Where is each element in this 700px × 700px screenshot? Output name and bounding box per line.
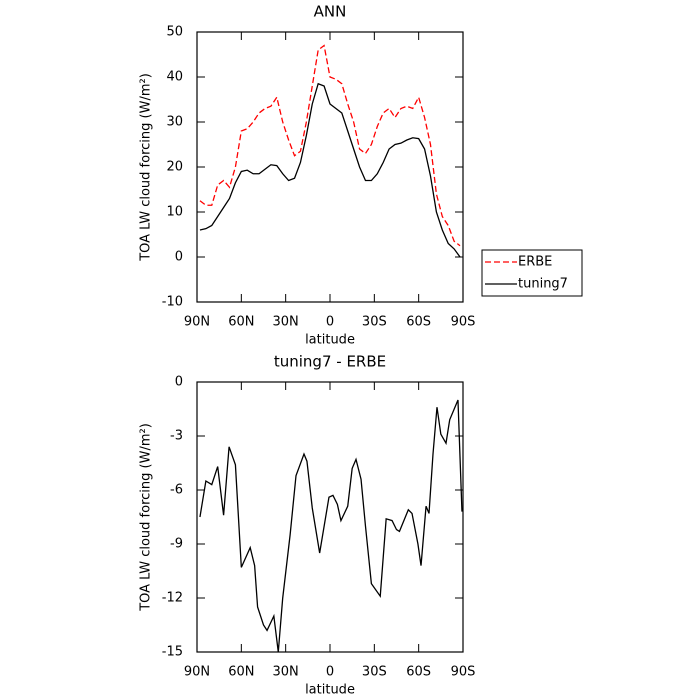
legend-label: ERBE (518, 255, 552, 270)
x-tick-label: 90S (451, 665, 476, 680)
y-tick-label: -6 (170, 483, 183, 498)
plot-frame (196, 31, 464, 303)
x-axis-label: latitude (305, 333, 355, 348)
series-line (199, 399, 463, 653)
x-tick-label: 60S (406, 315, 431, 330)
x-tick-label: 90N (184, 665, 210, 680)
y-tick-label: -15 (162, 645, 183, 660)
y-tick-label: 0 (175, 375, 183, 390)
series-line (199, 82, 461, 258)
x-tick-label: 30S (362, 315, 387, 330)
x-tick-label: 90S (451, 315, 476, 330)
series-line (199, 44, 461, 247)
x-tick-label: 30S (362, 665, 387, 680)
x-tick-label: 0 (326, 665, 334, 680)
y-axis-label: TOA LW cloud forcing (W/m²) (139, 423, 154, 612)
y-tick-label: 30 (166, 115, 183, 130)
y-tick-label: 0 (175, 250, 183, 265)
chart-title: tuning7 - ERBE (274, 353, 386, 371)
x-axis-label: latitude (305, 683, 355, 698)
plot-frame (196, 381, 464, 653)
x-tick-label: 0 (326, 315, 334, 330)
legend-box (481, 249, 583, 297)
y-tick-label: -10 (162, 295, 183, 310)
y-tick-label: 20 (166, 160, 183, 175)
chart-title: ANN (314, 3, 347, 21)
y-tick-label: 40 (166, 70, 183, 85)
y-tick-label: -12 (162, 591, 183, 606)
y-axis-label: TOA LW cloud forcing (W/m²) (139, 73, 154, 262)
x-tick-label: 60S (406, 665, 431, 680)
x-tick-label: 60N (228, 665, 254, 680)
x-tick-label: 60N (228, 315, 254, 330)
x-tick-label: 30N (273, 665, 299, 680)
x-tick-label: 30N (273, 315, 299, 330)
y-tick-label: -9 (170, 537, 183, 552)
x-tick-label: 90N (184, 315, 210, 330)
y-tick-label: 10 (166, 205, 183, 220)
y-tick-label: -3 (170, 429, 183, 444)
legend-label: tuning7 (518, 277, 568, 292)
y-tick-label: 50 (166, 25, 183, 40)
